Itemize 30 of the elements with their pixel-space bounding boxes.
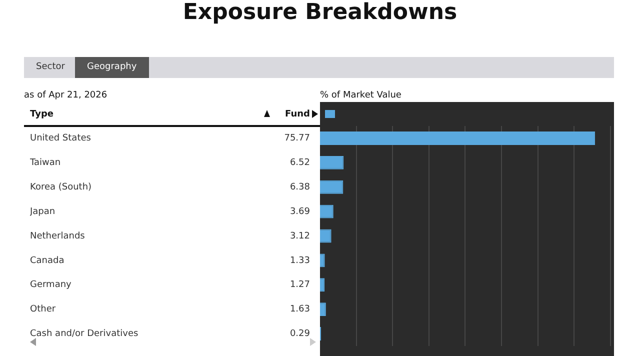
data-label: 75.77 (284, 134, 310, 144)
data-label: 1.33 (290, 256, 310, 266)
y-tick-label: Other (30, 304, 56, 315)
bar (320, 254, 325, 268)
y-tick-label: Netherlands (30, 231, 86, 242)
y-tick-label: United States (30, 134, 92, 144)
bar (320, 132, 596, 145)
bar (320, 156, 344, 170)
data-label: 1.27 (290, 280, 310, 290)
data-label: 3.12 (290, 231, 310, 242)
y-tick-label: Korea (South) (30, 182, 92, 192)
data-label: 1.63 (290, 304, 310, 315)
bar (320, 302, 326, 316)
data-label: 6.52 (290, 158, 310, 168)
data-label: 0.29 (290, 329, 310, 340)
text: Geography (75, 57, 149, 78)
y-tick-label: Taiwan (29, 158, 61, 168)
bar (320, 180, 344, 194)
series-label: Fund (285, 109, 310, 120)
text: Sector (35, 61, 66, 74)
y-axis-title: Type (30, 109, 54, 120)
data-label: 6.38 (290, 182, 310, 192)
x-axis-title: % of Market Value (320, 90, 402, 100)
chart-title: Exposure Breakdowns (182, 0, 458, 25)
y-tick-label: Canada (30, 256, 64, 266)
y-tick-label: Cash and/or Derivatives (30, 329, 138, 340)
y-tick-label: Germany (30, 280, 72, 290)
bar (320, 278, 325, 292)
data-label: 3.69 (290, 206, 310, 217)
text: as of Apr 21, 2026 (24, 90, 108, 100)
